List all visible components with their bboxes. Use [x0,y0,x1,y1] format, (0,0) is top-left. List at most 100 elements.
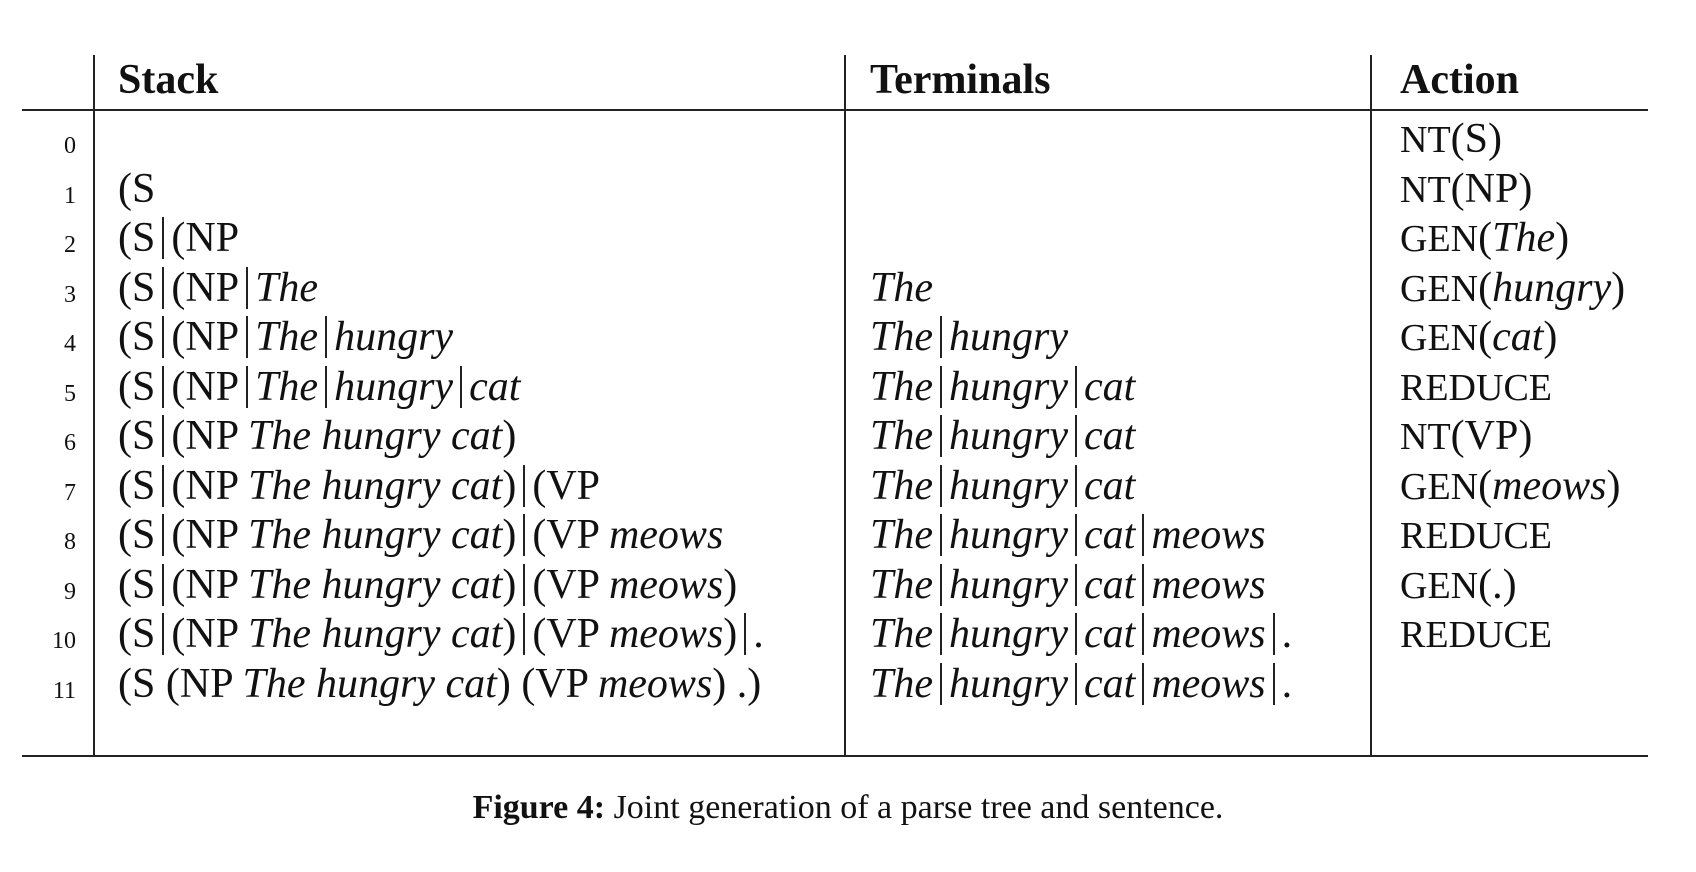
action-cell: GEN(.) [1400,561,1517,608]
separator-bar [1075,613,1077,655]
terminal-token: meows [1151,660,1266,707]
table-row: 8 (S (NP The hungry cat) (VP meows The hungry… [0,508,1696,562]
action-op: GEN [1400,267,1479,310]
stack-token: (VP [532,462,601,509]
separator-bar [246,266,249,309]
terminal-token: The [870,660,933,707]
separator-bar [1075,514,1077,556]
separator-bar [1075,365,1077,408]
separator-bar [940,316,942,358]
action-arg: VP [1464,413,1519,459]
action-cell: REDUCE [1400,360,1552,415]
separator-bar [460,365,463,408]
action-arg: cat [1492,314,1544,360]
separator-bar [162,316,165,358]
action-cell: GEN(The) [1400,215,1570,261]
stack-cell: (S (NP The hungry [118,310,453,364]
terminals-cell: The hungry [870,310,1068,364]
action-op: NT [1400,119,1451,161]
terminal-token: The [870,512,933,558]
stack-token: (S [118,314,156,360]
row-index: 4 [64,331,76,357]
terminal-token: The [870,413,933,459]
row-index: 2 [64,232,76,258]
stack-token: (S [118,363,156,410]
stack-cell: (S (NP The [118,261,318,315]
stack-cell: (S (NP The hungry cat) (VP meows) [118,558,737,612]
stack-cell: (S (NP The hungry cat) (VP meows [118,508,723,562]
stack-token: (S [118,215,156,261]
row-index: 10 [52,628,76,654]
stack-token: (NP [171,314,240,360]
stack-token: (NP [171,215,240,261]
stack-token: (VP meows) [532,561,738,608]
action-op: REDUCE [1400,515,1552,557]
action-header: Action [1400,57,1519,103]
row-index: 9 [64,578,76,605]
separator-bar [1142,563,1145,606]
row-index: 11 [52,677,76,704]
action-arg: The [1492,215,1556,261]
stack-token: (NP The hungry cat) [171,512,517,558]
stack-token: (S [118,512,156,558]
separator-bar [325,316,328,358]
action-op: GEN [1400,465,1479,508]
table-row: 0 NT(S) [0,112,1696,166]
bottom-rule [22,755,1648,757]
terminal-token: hungry [949,512,1068,558]
caption-label: Figure 4: [472,789,606,826]
terminal-token: The [870,314,933,360]
table-row: 1 (S NT(NP) [0,162,1696,216]
separator-bar [1075,415,1077,457]
terminal-token: hungry [949,462,1068,509]
row-index: 7 [64,479,76,506]
terminal-token: hungry [949,413,1068,459]
separator-bar [940,613,942,655]
stack-token: . [753,611,764,657]
action-op: GEN [1400,218,1479,260]
stack-token: (NP The hungry cat) [171,413,517,459]
separator-bar [162,266,165,309]
separator-bar [523,514,526,556]
separator-bar [940,514,942,556]
stack-cell: (S (NP The hungry cat) (VP meows). [118,607,764,661]
action-cell: REDUCE [1400,607,1552,662]
terminal-token: The [870,561,933,608]
figure-caption: Figure 4: Joint generation of a parse tr… [0,788,1696,828]
separator-bar [940,662,942,705]
action-cell: NT(NP) [1400,165,1533,212]
terminals-cell: The hungry cat meows. [870,607,1292,661]
action-cell: REDUCE [1400,508,1552,563]
terminal-token: cat [1084,512,1136,558]
terminal-token: hungry [949,363,1068,410]
terminal-token: The [870,264,933,311]
table-row: 3 (S (NP The The GEN(hungry) [0,261,1696,315]
terminal-token: meows [1151,561,1266,608]
stack-header: Stack [118,57,219,103]
separator-bar [162,563,165,606]
stack-token: (S [118,462,156,509]
terminal-token: The [870,363,933,410]
table-row: 4 (S (NP The hungry The hungry GEN(cat) [0,310,1696,364]
stack-cell: (S [118,162,155,216]
row-index: 0 [64,133,76,159]
stack-cell: (S (NP The hungry cat [118,360,520,414]
stack-token: (S [118,413,156,459]
separator-bar [940,415,942,457]
stack-token: (NP The hungry cat) [171,462,517,509]
separator-bar [940,563,942,606]
terminal-token: meows [1151,512,1266,558]
separator-bar [523,563,526,606]
stack-token: (NP The hungry cat) [171,611,517,657]
separator-bar [162,514,165,556]
separator-bar [1075,464,1077,507]
stack-token: (S [118,264,156,311]
terminal-token: cat [1084,363,1136,410]
stack-token: The [255,314,319,360]
terminal-token: . [1281,660,1293,707]
separator-bar [246,365,249,408]
header-rule [22,109,1648,111]
stack-cell: (S (NP The hungry cat) (VP [118,459,600,513]
terminals-cell: The hungry cat [870,360,1135,414]
stack-token: (S [118,561,156,608]
